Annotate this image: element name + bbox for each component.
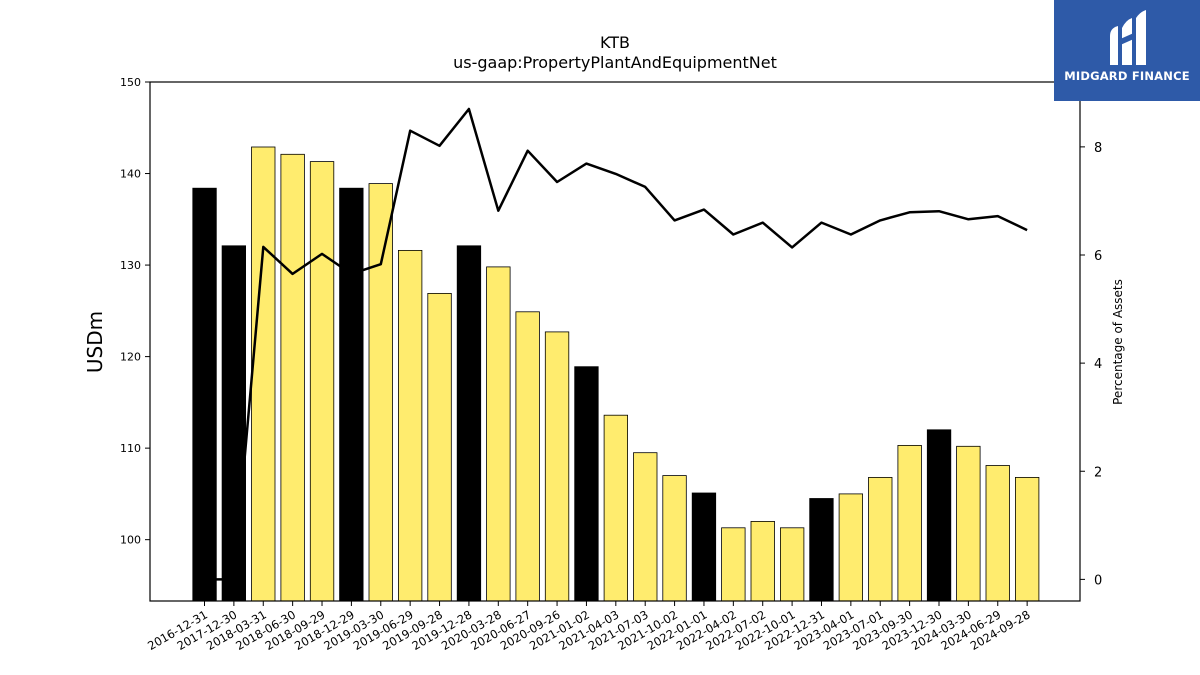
bar: [633, 452, 658, 602]
logo-text: MIDGARD FINANCE: [1064, 69, 1190, 83]
midgard-logo-icon: [1110, 10, 1146, 65]
bar: [780, 527, 805, 602]
bar: [456, 245, 482, 602]
y2-tick-label: 6: [1094, 249, 1102, 264]
bar: [721, 527, 746, 602]
bar: [280, 153, 305, 602]
bar: [368, 183, 393, 602]
bar: [868, 476, 893, 602]
bar: [192, 187, 217, 602]
y-axis: 100 110 120 130 140 150: [120, 76, 150, 547]
bar: [662, 475, 687, 602]
bar: [339, 187, 364, 602]
y2-tick-label: 0: [1094, 573, 1102, 588]
bar: [809, 498, 834, 602]
bar: [486, 266, 511, 602]
y2-tick-label: 8: [1094, 141, 1102, 156]
y-tick-label: 140: [120, 168, 141, 181]
x-axis: 2016-12-312017-12-302018-03-312018-06-30…: [145, 601, 1033, 653]
plot-frame: [149, 81, 1081, 602]
bar: [750, 521, 775, 602]
y-axis-label: USDm: [83, 311, 107, 373]
bar: [691, 492, 717, 602]
y2-tick-label: 2: [1094, 465, 1102, 480]
chart-subtitle: us-gaap:PropertyPlantAndEquipmentNet: [453, 53, 777, 72]
y2-axis-label: Percentage of Assets: [1111, 279, 1125, 405]
y-tick-label: 100: [120, 534, 141, 547]
bar: [838, 493, 863, 602]
series-line: [204, 107, 1028, 581]
bar: [1015, 476, 1040, 602]
y-tick-label: 120: [120, 351, 141, 364]
bar-group: [192, 146, 1040, 602]
bar: [926, 429, 952, 602]
chart-title: KTB: [600, 33, 630, 52]
bar: [427, 292, 452, 602]
bar: [221, 245, 247, 602]
bar: [544, 331, 570, 602]
bar: [251, 146, 276, 602]
bar: [603, 414, 628, 602]
y-tick-label: 110: [120, 442, 141, 455]
y-tick-label: 130: [120, 259, 141, 272]
bar: [309, 161, 335, 602]
y2-tick-label: 4: [1094, 357, 1102, 372]
y2-axis: 0 2 4 6 8: [1080, 141, 1102, 588]
bar: [956, 445, 981, 602]
bar: [897, 444, 922, 602]
midgard-finance-logo: MIDGARD FINANCE: [1054, 0, 1200, 101]
bar: [985, 465, 1010, 602]
bar: [574, 366, 599, 602]
bar: [515, 311, 540, 602]
line-layer: [204, 107, 1028, 581]
y-tick-label: 150: [120, 76, 141, 89]
bar: [397, 249, 423, 602]
